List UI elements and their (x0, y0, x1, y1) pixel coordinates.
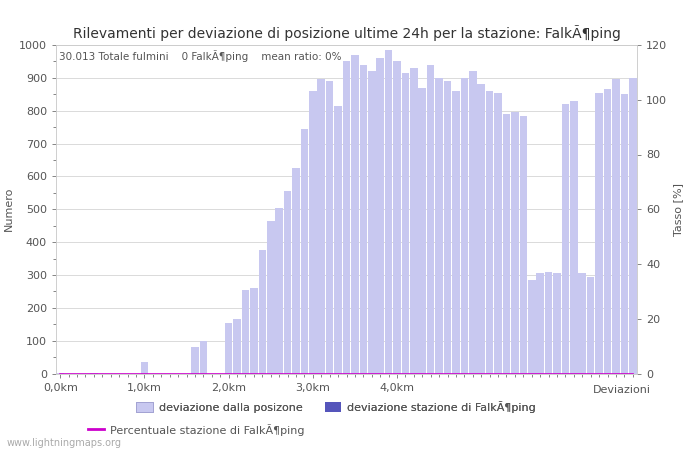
Bar (233, 320, 241, 374)
Bar (603, 90, 611, 374)
Bar (461, 78, 468, 374)
Title: Rilevamenti per deviazione di posizione ultime 24h per la stazione: FalkÃ¶ping: Rilevamenti per deviazione di posizione … (73, 25, 620, 41)
Bar (511, 112, 519, 374)
Bar (486, 91, 493, 374)
Bar (469, 71, 477, 374)
Text: www.lightningmaps.org: www.lightningmaps.org (7, 438, 122, 448)
Bar (141, 362, 148, 374)
Bar (587, 277, 594, 374)
Bar (503, 114, 510, 374)
Legend: deviazione dalla posizone, deviazione stazione di FalkÃ¶ping: deviazione dalla posizone, deviazione st… (132, 396, 540, 418)
Bar (494, 93, 502, 374)
Bar (528, 280, 536, 373)
Bar (275, 207, 283, 374)
Bar (402, 73, 409, 374)
Bar (309, 91, 316, 374)
Bar (241, 290, 249, 374)
Bar (351, 55, 358, 373)
Bar (360, 65, 367, 374)
Bar (621, 94, 628, 374)
Bar (191, 347, 199, 374)
Bar (368, 71, 375, 374)
Bar (612, 80, 620, 374)
Bar (410, 68, 418, 373)
Bar (225, 323, 232, 374)
Bar (199, 341, 207, 373)
Bar (385, 50, 393, 374)
Text: 30.013 Totale fulmini    0 FalkÃ¶ping    mean ratio: 0%: 30.013 Totale fulmini 0 FalkÃ¶ping mean … (59, 50, 342, 62)
Bar (335, 106, 342, 374)
Bar (393, 62, 401, 374)
Bar (326, 81, 333, 373)
Bar (553, 273, 561, 374)
Bar (250, 288, 258, 374)
Bar (444, 81, 452, 373)
Bar (300, 129, 308, 374)
Bar (427, 65, 435, 374)
Legend: Percentuale stazione di FalkÃ¶ping: Percentuale stazione di FalkÃ¶ping (83, 419, 309, 440)
Bar (595, 93, 603, 374)
Bar (318, 80, 325, 374)
Bar (343, 62, 350, 374)
Bar (477, 85, 485, 374)
Bar (284, 191, 291, 374)
Y-axis label: Numero: Numero (4, 187, 13, 231)
Bar (536, 273, 544, 374)
Bar (561, 104, 569, 374)
Bar (419, 88, 426, 374)
Bar (452, 91, 460, 374)
Bar (629, 78, 636, 374)
Bar (435, 78, 443, 374)
Bar (377, 58, 384, 374)
Bar (258, 250, 266, 374)
Bar (292, 168, 300, 374)
Bar (578, 273, 586, 374)
Bar (267, 221, 274, 374)
Bar (570, 101, 578, 374)
Text: Deviazioni: Deviazioni (593, 385, 651, 395)
Y-axis label: Tasso [%]: Tasso [%] (673, 183, 682, 236)
Bar (545, 272, 552, 374)
Bar (519, 116, 527, 374)
